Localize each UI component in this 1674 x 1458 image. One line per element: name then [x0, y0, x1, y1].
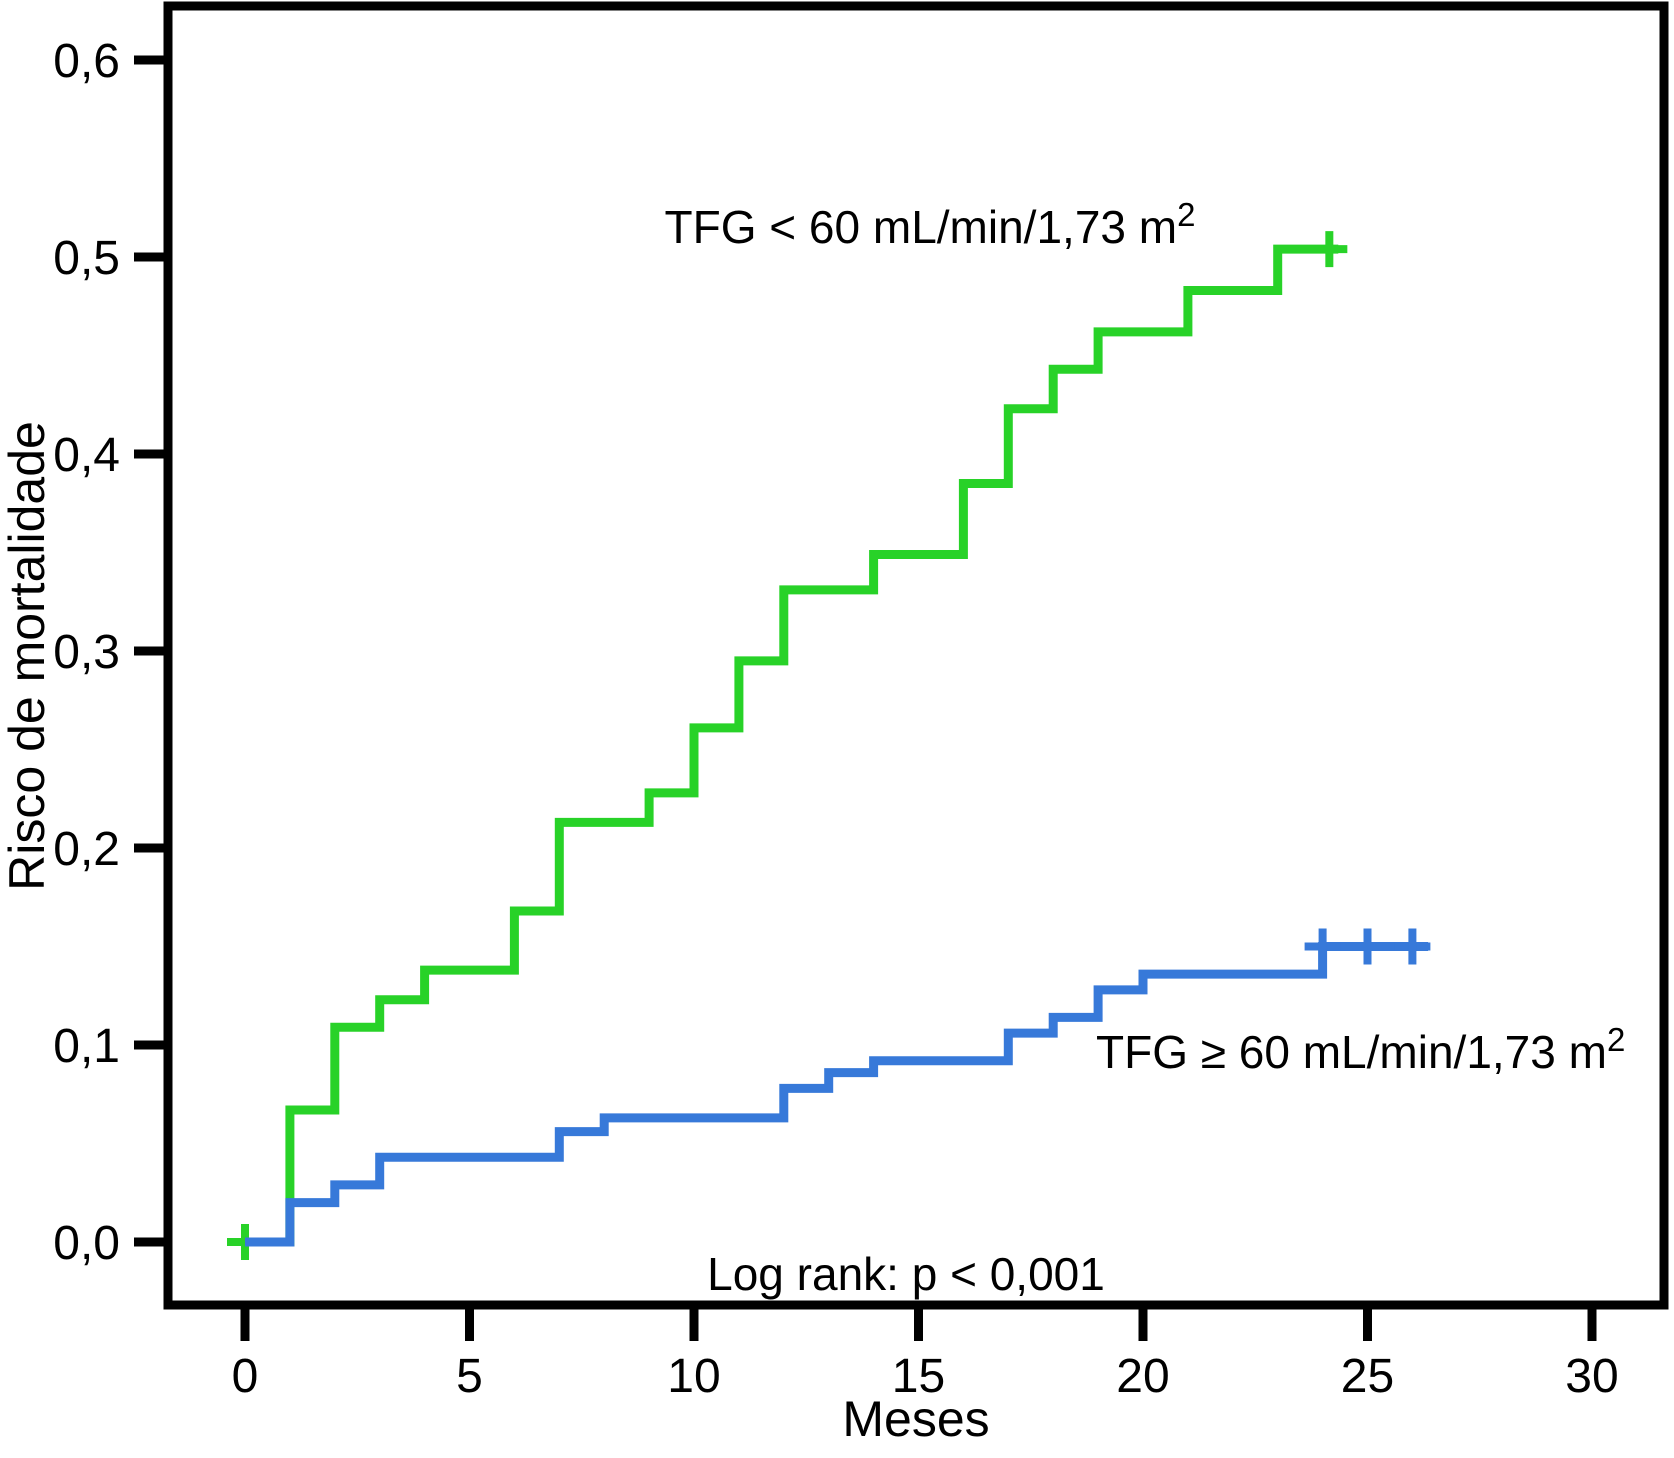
- y-tick-label: 0,4: [53, 429, 120, 482]
- x-axis-title: Meses: [842, 1391, 989, 1447]
- series-label-blue-text: TFG ≥ 60 mL/min/1,73 m: [1096, 1026, 1607, 1078]
- x-tick-label: 20: [1116, 1350, 1169, 1403]
- x-tick-label: 5: [456, 1350, 483, 1403]
- series-label-green-text: TFG < 60 mL/min/1,73 m: [665, 201, 1178, 253]
- series-line-0: [245, 244, 1339, 1247]
- y-tick-label: 0,2: [53, 823, 120, 876]
- x-tick-label: 10: [667, 1350, 720, 1403]
- y-tick-label: 0,0: [53, 1217, 120, 1270]
- y-tick-label: 0,1: [53, 1020, 120, 1073]
- series-line-1: [245, 942, 1429, 1247]
- series-label-green-superscript: 2: [1177, 196, 1195, 233]
- axis-ticks: 0 5 10 15 20 25 30 0,0 0,1 0,2 0,3 0,4 0,5 0,6: [53, 35, 1618, 1403]
- y-axis-title: Risco de mortalidade: [0, 421, 55, 891]
- x-tick-label: 15: [892, 1350, 945, 1403]
- y-tick-label: 0,3: [53, 626, 120, 679]
- series-group-1: [245, 928, 1431, 1247]
- series-label-blue: TFG ≥ 60 mL/min/1,73 m2: [1096, 1021, 1625, 1078]
- series-label-blue-superscript: 2: [1607, 1021, 1625, 1058]
- log-rank-annotation: Log rank: p < 0,001: [707, 1248, 1105, 1300]
- series-lines: [227, 231, 1431, 1260]
- y-tick-label: 0,5: [53, 232, 120, 285]
- x-tick-label: 30: [1565, 1350, 1618, 1403]
- x-tick-label: 0: [232, 1350, 259, 1403]
- y-tick-label: 0,6: [53, 35, 120, 88]
- x-tick-label: 25: [1341, 1350, 1394, 1403]
- series-label-green: TFG < 60 mL/min/1,73 m2: [665, 196, 1196, 253]
